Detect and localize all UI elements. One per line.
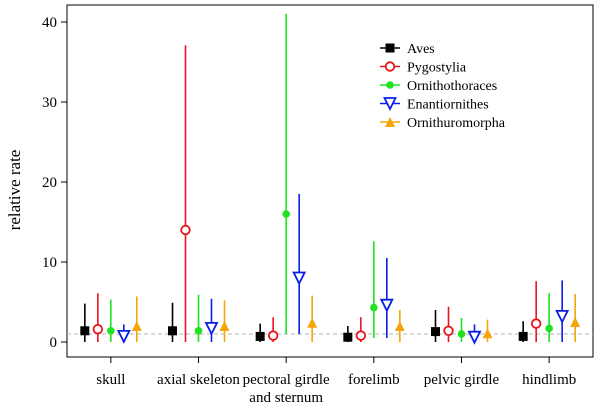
point-estimate [457, 330, 466, 338]
point-estimate [282, 210, 290, 218]
legend-entry: Ornithuromorpha [380, 116, 506, 131]
legend-label: Ornithuromorpha [407, 116, 506, 131]
x-tick-label: pectoral girdle [243, 372, 330, 388]
point-estimate [431, 327, 440, 337]
axes: 0 10 20 30 40 skull axial skeleton pectoral gir… [42, 4, 594, 406]
legend-marker [384, 61, 396, 72]
point-estimate [80, 326, 90, 336]
series-pygostylia [92, 45, 542, 342]
point-estimate [219, 321, 230, 331]
point-estimate [267, 330, 279, 341]
legend-entry: Pygostylia [380, 61, 467, 76]
point-estimate [292, 271, 307, 286]
x-tick-label: pelvic girdle [424, 372, 500, 388]
point-estimate [530, 318, 542, 329]
point-estimate [467, 330, 482, 345]
point-estimate [343, 332, 353, 342]
x-tick-label: axial skeleton [157, 372, 240, 388]
legend-label: Enantiornithes [407, 98, 489, 113]
y-tick-label: 0 [50, 335, 58, 351]
series-aves [80, 302, 528, 342]
legend-marker [383, 97, 397, 112]
point-estimate [131, 321, 142, 331]
point-estimate [379, 298, 394, 313]
legend-entry: Aves [380, 42, 435, 57]
legend-label: Aves [407, 42, 435, 57]
x-tick-label: hindlimb [522, 372, 576, 388]
point-estimate [168, 326, 177, 336]
legend-marker [386, 81, 394, 89]
point-estimate [518, 331, 528, 341]
point-estimate [555, 309, 570, 324]
point-estimate [370, 303, 378, 312]
x-tick-label: skull [96, 372, 125, 388]
point-estimate [92, 324, 104, 335]
series-ornithuromorpha [131, 294, 581, 342]
point-estimate [443, 325, 454, 337]
y-axis-label: relative rate [5, 150, 24, 231]
legend-marker [385, 117, 395, 127]
legend-label: Ornithothoraces [407, 79, 497, 94]
legend-label: Pygostylia [407, 61, 467, 76]
x-tick-label: forelimb [348, 372, 400, 388]
point-estimate [394, 321, 405, 331]
point-estimate [355, 330, 367, 341]
point-estimate [482, 328, 493, 339]
point-estimate [116, 329, 131, 344]
data-marks [80, 14, 581, 345]
point-estimate [194, 327, 203, 335]
legend-entry: Enantiornithes [380, 97, 489, 113]
series-ornithothoraces [107, 14, 553, 342]
point-estimate [204, 321, 219, 336]
y-tick-label: 20 [42, 175, 57, 191]
point-estimate [307, 317, 318, 328]
point-estimate [180, 224, 191, 236]
legend: Aves Pygostylia Ornithothoraces Enantiornit… [380, 42, 506, 131]
point-estimate [107, 327, 115, 335]
legend-entry: Ornithothoraces [380, 79, 497, 94]
point-estimate [255, 331, 265, 341]
x-tick-label: and sternum [249, 390, 323, 406]
series-enantiornithes [116, 194, 570, 345]
y-tick-label: 30 [42, 95, 57, 111]
plot-frame [66, 4, 594, 358]
point-estimate [545, 324, 553, 333]
point-estimate [570, 317, 581, 327]
legend-marker [385, 43, 395, 53]
y-tick-label: 10 [42, 255, 57, 271]
y-tick-label: 40 [42, 15, 57, 31]
